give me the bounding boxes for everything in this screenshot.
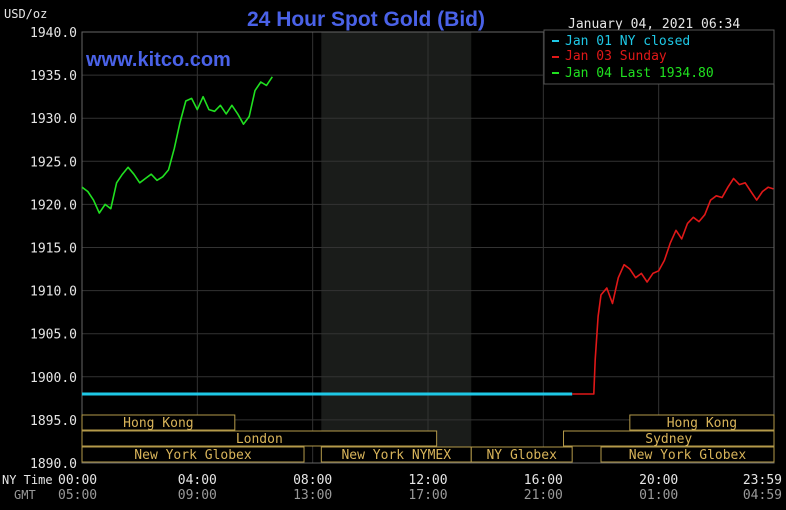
y-tick-label: 1930.0 [30,112,77,127]
session-bar-label: Sydney [645,432,692,447]
session-bar-label: New York Globex [629,448,747,463]
y-tick-labels: 1890.0 1895.0 1900.0 1905.0 1910.0 1915.0 1920… [30,26,77,472]
grid-layer [81,31,775,464]
series-layer [81,76,774,396]
x-tick-label-ny: 16:00 [524,473,563,488]
x-tick-label-gmt: 09:00 [178,488,217,503]
legend-box [543,29,775,85]
y-tick-label: 1910.0 [30,285,77,300]
x-tick-label-ny: 08:00 [293,473,332,488]
legend-item: Jan 01 NY closed [552,34,690,49]
series-line [572,177,774,395]
session-bar-label: NY Globex [486,448,557,463]
session-bar-frame [563,430,775,447]
plot-border [81,31,775,464]
session-bar: New York NYMEX [320,446,472,463]
y-tick-label: 1935.0 [30,69,77,84]
y-tick-label: 1940.0 [30,26,77,41]
session-bar-label: Hong Kong [123,416,193,431]
session-bar-label: New York Globex [134,448,252,463]
legend-item: Jan 04 Last 1934.80 [552,66,714,81]
legend-label: Jan 04 Last 1934.80 [565,66,714,81]
y-tick-label: 1895.0 [30,414,77,429]
timestamp: January 04, 2021 06:34 [568,17,740,32]
session-bar-label: New York NYMEX [341,448,451,463]
legend: Jan 01 NY closed Jan 03 Sunday Jan 04 La… [543,29,775,85]
session-bar: Sydney [563,430,775,447]
x-tick-label-ny: 12:00 [408,473,447,488]
x-tick-label-gmt: 17:00 [408,488,447,503]
session-bar-frame [629,414,775,431]
x-tick-label-gmt: 04:59 [743,488,782,503]
session-bar: Hong Kong [629,414,775,431]
gmt-caption: GMT [14,488,36,502]
x-tick-label-gmt: 05:00 [58,488,97,503]
y-tick-label: 1915.0 [30,242,77,257]
legend-label: Jan 01 NY closed [565,34,690,49]
legend-swatch [552,40,559,42]
x-tick-label-ny: 04:00 [178,473,217,488]
x-tick-label-gmt: 01:00 [639,488,678,503]
session-bar: New York Globex [600,446,775,463]
y-tick-label: 1920.0 [30,198,77,213]
legend-label: Jan 03 Sunday [565,49,667,64]
session-bar-frame [81,446,305,463]
session-bar: NY Globex [470,446,573,463]
session-bar-frame [81,414,236,431]
chart-title: 24 Hour Spot Gold (Bid) [247,8,485,31]
y-axis-unit-label: USD/oz [4,7,47,21]
y-tick-label: 1925.0 [30,155,77,170]
x-tick-label-gmt: 13:00 [293,488,332,503]
session-bar: Hong Kong [81,414,236,431]
legend-swatch [552,56,559,58]
watermark: www.kitco.com [85,49,231,71]
session-bar-label: Hong Kong [667,416,737,431]
legend-item: Jan 03 Sunday [552,49,667,64]
session-bar: New York Globex [81,446,305,463]
session-bar-frame [600,446,775,463]
y-tick-label: 1905.0 [30,328,77,343]
series-line [81,76,273,214]
x-tick-label-ny: 20:00 [639,473,678,488]
x-tick-label-ny: 00:00 [58,473,97,488]
session-bar: London [81,430,438,447]
session-bar-frame [81,430,438,447]
y-tick-label: 1900.0 [30,371,77,386]
y-tick-label: 1890.0 [30,457,77,472]
ny-time-caption: NY Time [2,473,53,487]
session-bar-label: London [236,432,283,447]
x-tick-label-gmt: 21:00 [524,488,563,503]
session-bar-frame [470,446,573,463]
x-tick-label-ny: 23:59 [743,473,782,488]
legend-swatch [552,72,559,74]
